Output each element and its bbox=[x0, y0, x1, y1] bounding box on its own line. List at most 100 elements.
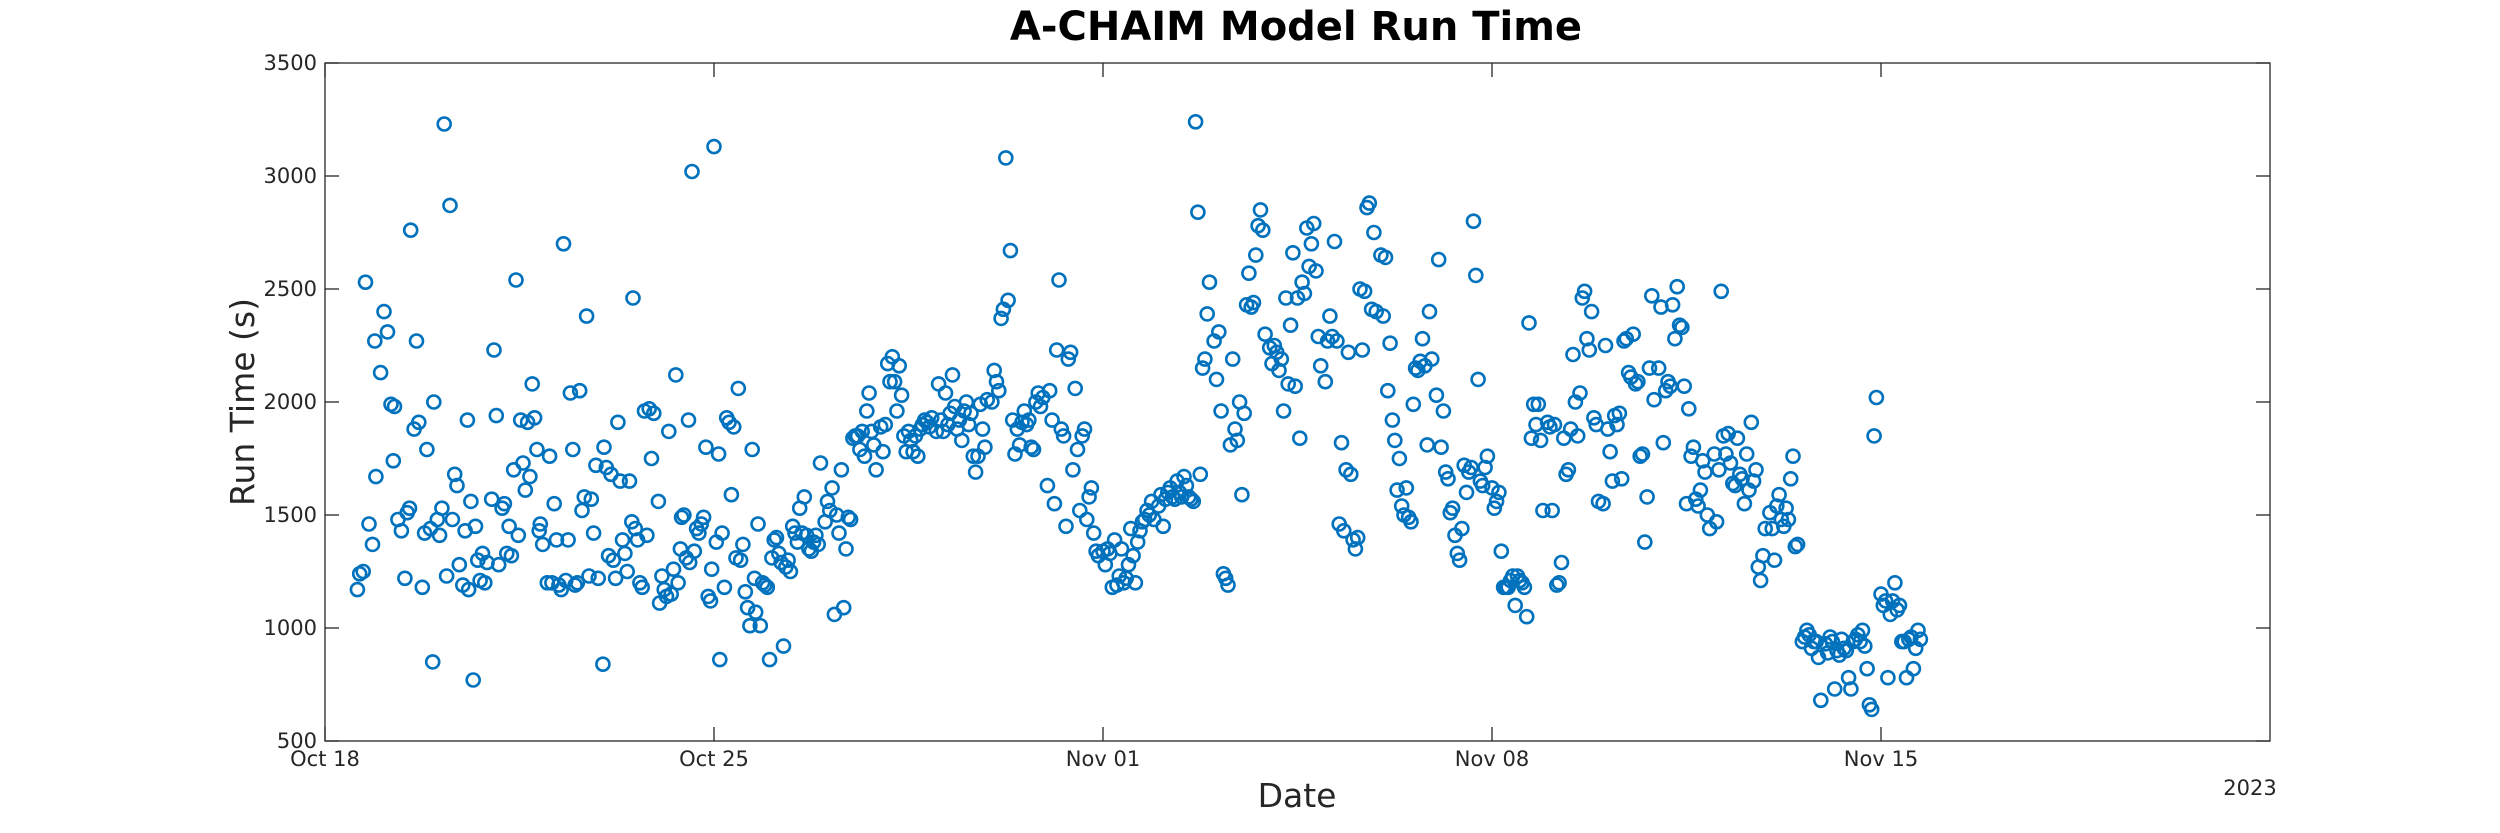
data-point bbox=[379, 324, 396, 340]
x-axis-label: Date bbox=[1258, 776, 1337, 815]
data-point bbox=[693, 516, 710, 532]
data-point bbox=[1287, 378, 1303, 395]
y-axis: 500 1000 1500 2000 2500 3000 3500 bbox=[264, 51, 2270, 753]
data-point bbox=[451, 556, 468, 573]
data-point bbox=[1055, 428, 1072, 444]
data-point bbox=[882, 373, 898, 390]
data-point bbox=[1282, 317, 1299, 334]
data-point bbox=[355, 563, 372, 580]
data-point bbox=[796, 489, 813, 505]
data-point bbox=[1234, 486, 1250, 503]
data-point bbox=[1032, 398, 1049, 415]
data-point bbox=[531, 522, 548, 539]
x-tick-label: Nov 15 bbox=[1844, 747, 1918, 771]
data-point bbox=[639, 527, 655, 544]
data-point bbox=[1887, 574, 1903, 591]
data-point bbox=[1380, 382, 1396, 399]
data-point bbox=[408, 333, 425, 349]
data-point bbox=[1155, 518, 1171, 535]
data-point bbox=[768, 529, 785, 546]
data-point bbox=[581, 568, 597, 584]
data-point bbox=[1062, 344, 1079, 361]
data-point bbox=[1199, 306, 1215, 322]
data-point bbox=[1546, 416, 1563, 433]
data-point bbox=[442, 197, 458, 214]
data-point bbox=[812, 455, 829, 471]
data-point bbox=[684, 163, 700, 180]
data-point bbox=[1435, 403, 1452, 419]
data-point bbox=[886, 373, 903, 390]
x-tick-label: Oct 25 bbox=[679, 747, 749, 771]
data-point bbox=[1317, 373, 1334, 390]
data-point bbox=[1655, 434, 1672, 451]
data-point bbox=[835, 599, 852, 616]
data-point bbox=[1257, 326, 1273, 343]
y-tick-label: 2500 bbox=[264, 277, 317, 301]
data-point bbox=[1053, 421, 1070, 437]
data-point bbox=[1898, 669, 1915, 686]
data-point bbox=[1208, 371, 1225, 388]
data-point bbox=[761, 651, 778, 668]
data-point bbox=[953, 432, 970, 449]
data-point bbox=[1602, 443, 1618, 460]
data-point bbox=[1136, 511, 1153, 528]
data-point bbox=[1576, 283, 1593, 300]
data-point bbox=[460, 581, 477, 598]
data-point bbox=[1572, 385, 1588, 401]
data-point bbox=[702, 593, 719, 609]
data-point bbox=[526, 409, 543, 426]
data-point bbox=[1329, 333, 1345, 349]
data-point bbox=[376, 303, 392, 320]
data-point bbox=[1079, 511, 1095, 528]
data-point bbox=[1405, 396, 1422, 413]
data-point bbox=[663, 586, 680, 602]
data-point bbox=[1808, 633, 1824, 650]
data-point bbox=[1597, 337, 1614, 354]
data-point bbox=[766, 532, 783, 548]
data-point bbox=[386, 398, 403, 415]
data-point bbox=[1382, 335, 1398, 352]
data-point bbox=[1187, 114, 1204, 130]
data-point bbox=[548, 532, 565, 548]
data-point bbox=[757, 577, 773, 593]
y-tick-label: 3500 bbox=[264, 51, 317, 75]
data-point bbox=[1644, 287, 1660, 304]
data-point bbox=[824, 480, 840, 496]
data-point bbox=[1748, 461, 1764, 478]
data-point bbox=[1201, 274, 1218, 291]
data-point bbox=[974, 421, 991, 437]
data-point bbox=[1560, 461, 1577, 478]
data-point bbox=[1630, 373, 1646, 390]
data-point bbox=[1025, 441, 1042, 458]
data-point bbox=[721, 414, 737, 431]
data-point bbox=[861, 385, 877, 401]
data-point bbox=[1843, 681, 1859, 697]
data-point bbox=[673, 509, 690, 526]
data-point bbox=[1639, 489, 1655, 505]
data-point bbox=[1224, 351, 1241, 367]
data-point bbox=[1377, 249, 1394, 266]
data-point bbox=[614, 532, 631, 548]
data-point bbox=[670, 574, 686, 591]
data-point bbox=[1676, 378, 1692, 395]
data-point bbox=[1065, 461, 1081, 478]
data-point bbox=[501, 518, 517, 535]
data-point bbox=[1569, 428, 1586, 444]
data-point bbox=[1736, 495, 1753, 512]
x-tick-label: Nov 08 bbox=[1455, 747, 1529, 771]
data-point bbox=[1398, 480, 1415, 496]
data-point bbox=[1556, 430, 1572, 447]
x-axis: Oct 18 Oct 25 Nov 01 Nov 08 Nov 15 bbox=[290, 63, 1918, 771]
data-point bbox=[1324, 328, 1340, 345]
data-point bbox=[680, 412, 697, 428]
data-point bbox=[1586, 409, 1602, 426]
data-point bbox=[1637, 534, 1653, 550]
data-point bbox=[1627, 376, 1644, 392]
data-point bbox=[732, 552, 749, 569]
data-point bbox=[524, 376, 541, 392]
data-point bbox=[1449, 545, 1466, 562]
data-point bbox=[1041, 382, 1058, 399]
data-point bbox=[1127, 574, 1144, 591]
data-point bbox=[1023, 439, 1039, 456]
data-point bbox=[1236, 405, 1252, 422]
